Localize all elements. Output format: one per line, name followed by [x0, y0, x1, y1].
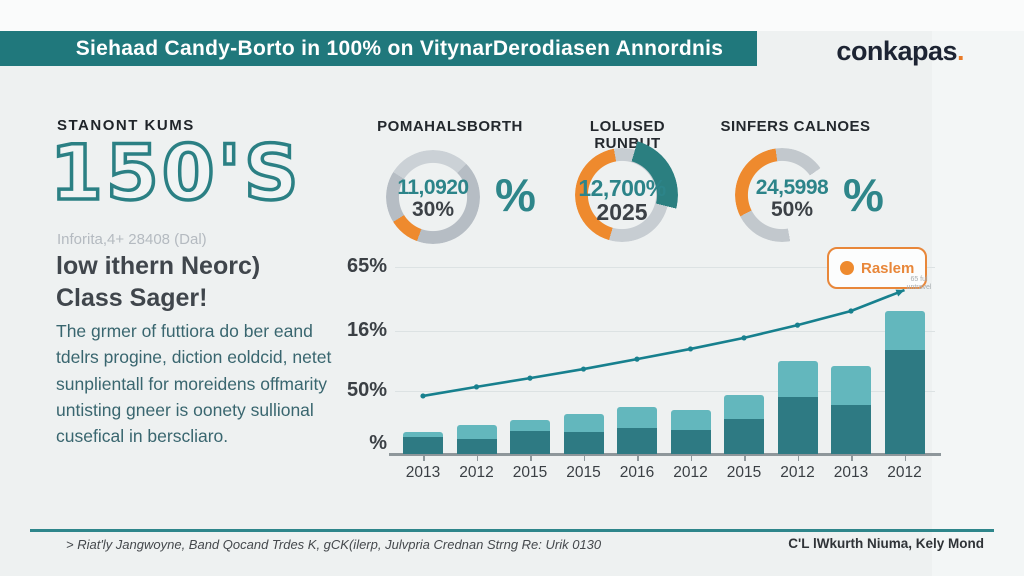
y-axis-label: 50% — [346, 379, 387, 401]
x-axis-tick — [690, 455, 692, 461]
bar-segment-dark — [724, 418, 764, 454]
stacked-bar — [884, 311, 925, 454]
footer-source-text: > Riat'ly Jangwoyne, Band Qocand Trdes K… — [66, 537, 602, 552]
bar-segment-light — [563, 414, 604, 432]
stat2-center: 12,700% 2025 — [558, 176, 686, 224]
stat1-value: 11,0920 — [397, 176, 469, 199]
y-axis-label: 65% — [346, 255, 387, 277]
line-end-annotation-line1: 65 ful — [910, 276, 928, 283]
x-axis-tick — [476, 455, 478, 461]
x-axis-label: 2012 — [673, 464, 708, 481]
footer-credit-text: C'L lWkurth Niuma, Kely Mond — [788, 536, 984, 551]
chart-plot-area: 2013 2012 2015 2015 2016 2012 2015 2012 2013 2012 — [389, 258, 941, 481]
left-paragraph: The grmer of futtiora do ber eand tdelrs… — [56, 321, 332, 446]
gridline — [395, 267, 935, 268]
stat1-label: 30% — [411, 198, 455, 222]
bar-segment-light — [510, 420, 550, 432]
x-axis-label: 2013 — [405, 464, 441, 481]
x-axis-tick — [423, 455, 425, 461]
legend-dot-icon — [840, 261, 854, 275]
bar-segment-dark — [563, 431, 604, 454]
gridline — [395, 391, 935, 392]
bar-segment-dark — [456, 439, 497, 454]
x-axis-label: 2012 — [459, 464, 494, 481]
stacked-bar — [510, 420, 550, 454]
stat1-title: POMAHALSBORTH — [377, 118, 523, 135]
stat2-value: 12,700% — [578, 175, 666, 201]
bar-segment-dark — [403, 437, 443, 454]
bar-segment-light — [403, 431, 443, 438]
x-axis-label: 2012 — [887, 464, 922, 481]
x-axis-tick — [797, 455, 799, 461]
x-axis-tick — [637, 455, 639, 461]
bar-segment-dark — [670, 429, 711, 454]
x-axis-line — [389, 453, 941, 456]
stacked-bar — [617, 407, 657, 454]
stat3-donut-chart — [735, 148, 829, 242]
section-kicker: STANONT KUMS — [57, 117, 195, 134]
bar-segment-light — [456, 425, 497, 439]
stat3-value: 24,5998 — [755, 176, 829, 199]
stacked-bar — [670, 410, 711, 454]
left-headline-line1: low ithern Neorc) — [56, 252, 261, 280]
bar-segment-dark — [884, 350, 925, 454]
legend-label: Raslem — [861, 259, 915, 277]
bar-segment-dark — [831, 405, 871, 454]
stat3-percent-symbol: % — [843, 169, 884, 221]
bar-segment-dark — [777, 397, 818, 454]
stacked-bar — [724, 395, 764, 454]
y-axis-label: 16% — [346, 319, 387, 341]
x-axis-label: 2015 — [566, 464, 601, 481]
line-end-annotation: 65 ful untravel — [882, 276, 956, 293]
bar-segment-dark — [510, 431, 550, 454]
stacked-bar — [563, 414, 604, 454]
stat1-percent-symbol: % — [495, 169, 536, 221]
big-number-subtext: Inforita,4+ 28408 (Dal) — [57, 231, 207, 248]
stat3-title: SINFERS CALNOES — [720, 118, 871, 135]
x-axis-tick — [583, 455, 585, 461]
x-axis-tick — [851, 455, 853, 461]
chart-legend: Raslem — [827, 247, 927, 289]
big-number: 150'S — [48, 126, 302, 219]
stat2-label: 2025 — [596, 199, 648, 226]
stat1-donut-chart — [386, 150, 480, 244]
stat3-center: 24,5998 50% — [728, 176, 856, 222]
x-axis-label: 2015 — [512, 464, 548, 481]
gridline — [395, 331, 935, 332]
y-axis-label: % — [369, 432, 387, 454]
bar-segment-light — [670, 410, 711, 430]
stat1-center: 11,0920 30% — [376, 176, 490, 222]
top-strip — [0, 0, 1024, 31]
company-logo: conkapas. — [836, 36, 964, 67]
stacked-bar — [403, 431, 443, 454]
bar-segment-dark — [617, 427, 657, 454]
stat2-accent-arc — [566, 139, 678, 251]
x-axis-label: 2015 — [726, 464, 762, 481]
x-axis-label: 2013 — [833, 464, 869, 481]
bar-segment-light — [777, 361, 818, 398]
bar-segment-light — [831, 365, 871, 406]
logo-text: conkapas — [836, 36, 957, 66]
line-end-annotation-line2: untravel — [906, 284, 932, 292]
stacked-bar — [831, 365, 871, 454]
stacked-bar — [456, 425, 497, 454]
x-axis-label: 2012 — [780, 464, 815, 481]
x-axis-tick — [904, 455, 906, 461]
trend-line — [420, 288, 905, 399]
footer-divider — [30, 529, 994, 532]
left-headline-line2: Class Sager! — [56, 284, 208, 312]
x-axis-tick — [530, 455, 532, 461]
left-headline: low ithern Neorc) Class Sager! — [56, 250, 260, 314]
bar-segment-light — [617, 407, 657, 428]
stat3-label: 50% — [770, 198, 814, 222]
x-axis-tick — [744, 455, 746, 461]
main-bar-line-chart: 2013 2012 2015 2015 2016 2012 2015 2012 2013 2012… — [325, 255, 941, 481]
stacked-bar — [777, 361, 818, 454]
x-axis-label: 2016 — [619, 464, 655, 481]
bar-segment-light — [884, 311, 925, 351]
page-title: Siehaad Candy-Borto in 100% on VitynarDe… — [0, 31, 757, 66]
bar-segment-light — [724, 395, 764, 419]
logo-dot: . — [956, 36, 965, 66]
